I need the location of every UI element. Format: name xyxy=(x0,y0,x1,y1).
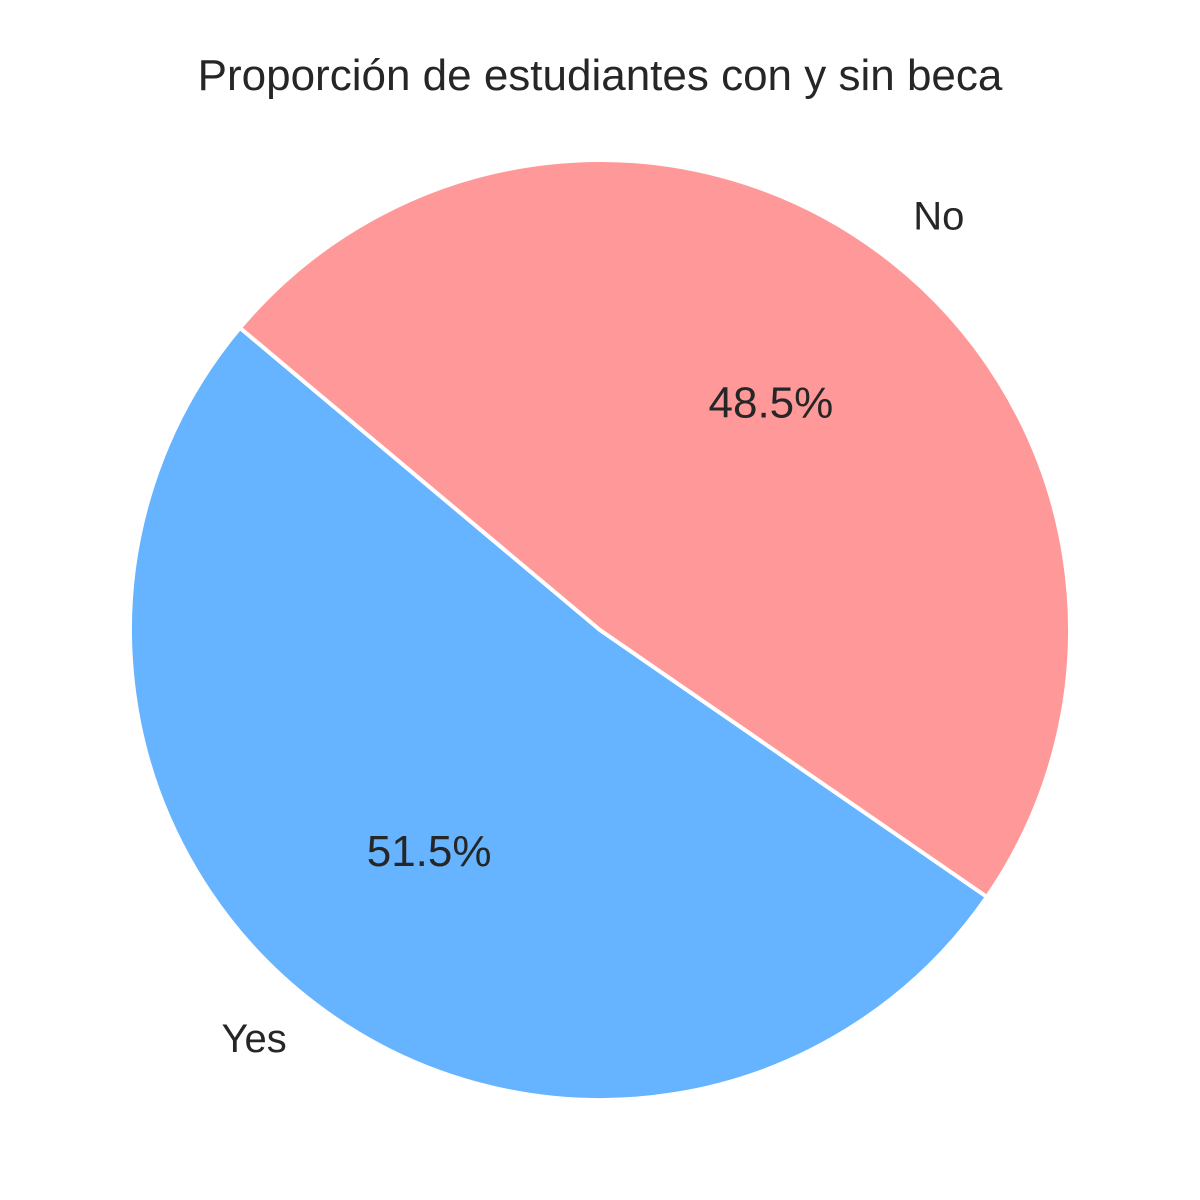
chart-title: Proporción de estudiantes con y sin beca xyxy=(198,51,1003,100)
percent-label-yes: 51.5% xyxy=(367,827,492,876)
pie-labels: Yes 51.5% No 48.5% xyxy=(221,194,964,1061)
slice-label-yes: Yes xyxy=(221,1017,286,1061)
pie-slice-yes xyxy=(128,325,989,1102)
percent-label-no: 48.5% xyxy=(709,378,834,427)
pie-slices xyxy=(128,158,1072,1102)
pie-slice-no xyxy=(237,158,1072,899)
slice-label-no: No xyxy=(913,194,964,238)
